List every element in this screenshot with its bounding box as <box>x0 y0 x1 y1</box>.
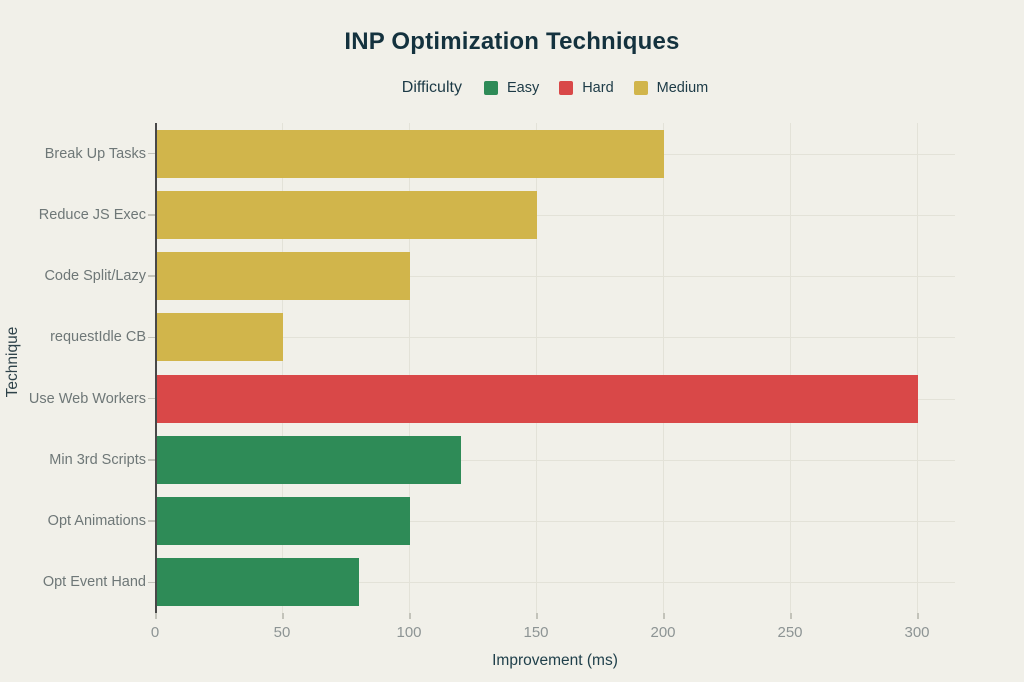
x-gridline <box>282 123 283 613</box>
y-tick-mark <box>148 397 155 400</box>
category-gridline <box>155 214 955 216</box>
category-label: Use Web Workers <box>28 390 146 407</box>
hard-swatch-icon <box>559 81 574 95</box>
category-gridline <box>155 276 955 278</box>
x-tick-label: 300 <box>904 624 930 641</box>
x-gridline <box>409 123 410 613</box>
easy-swatch-icon <box>483 81 498 95</box>
bar-opt-animations <box>156 497 410 546</box>
x-tick-label: 50 <box>273 624 291 641</box>
medium-swatch-icon <box>633 81 648 95</box>
category-label: Opt Event Hand <box>42 574 146 591</box>
y-axis-line <box>155 123 157 613</box>
category-label: Opt Animations <box>47 513 146 530</box>
category-label: Min 3rd Scripts <box>49 451 146 468</box>
legend-label: Hard <box>582 80 614 96</box>
category-gridline <box>155 337 955 339</box>
y-tick-mark <box>148 275 155 277</box>
y-tick-mark <box>148 152 155 155</box>
x-tick-label: 200 <box>650 624 676 641</box>
bar-use-web-workers <box>156 374 918 423</box>
bar-opt-event-hand <box>156 558 360 607</box>
legend-label: Medium <box>656 80 709 96</box>
bar-requestidle-cb <box>156 313 283 362</box>
x-gridline <box>663 123 664 613</box>
category-label: requestIdle CB <box>50 329 146 346</box>
bar-reduce-js-exec <box>156 190 537 239</box>
x-tick-mark <box>155 613 157 619</box>
bar-code-split-lazy <box>156 252 410 301</box>
category-label: Break Up Tasks <box>44 145 146 162</box>
bar-break-up-tasks <box>156 129 664 178</box>
x-tick-mark <box>790 613 792 619</box>
category-label: Reduce JS Exec <box>38 206 146 223</box>
y-tick-mark <box>148 336 155 339</box>
x-tick-label: 100 <box>396 624 422 641</box>
y-tick-mark <box>148 520 155 522</box>
x-gridline <box>790 123 791 613</box>
category-label: Code Split/Lazy <box>44 268 146 285</box>
bar-min-3rd-scripts <box>156 435 461 484</box>
x-tick-mark <box>409 613 411 619</box>
legend-label: Easy <box>506 80 540 96</box>
y-tick-mark <box>148 214 155 216</box>
x-tick-mark <box>282 613 284 619</box>
x-tick-mark <box>536 613 538 619</box>
x-axis-title: Improvement (ms) <box>492 652 618 669</box>
chart-title: INP Optimization Techniques <box>344 28 680 55</box>
x-tick-label: 150 <box>523 624 549 641</box>
category-gridline <box>155 582 955 584</box>
plot-area: 0 50 100 150 200 250 300 <box>151 123 955 641</box>
y-tick-mark <box>148 459 155 461</box>
x-gridline <box>917 123 918 613</box>
category-gridline <box>155 521 955 523</box>
x-tick-label: 0 <box>150 624 160 641</box>
legend-item-hard: Hard <box>559 80 614 96</box>
category-gridline <box>155 459 955 461</box>
legend-title: Difficulty <box>401 79 462 96</box>
x-tick-mark <box>917 613 919 619</box>
x-tick-mark <box>663 613 665 619</box>
x-tick-label: 250 <box>777 624 803 641</box>
y-tick-mark <box>148 581 155 584</box>
x-gridline <box>536 123 537 613</box>
legend-item-medium: Medium <box>633 80 709 96</box>
legend-item-easy: Easy <box>483 80 540 96</box>
legend: Difficulty Easy Hard Medium <box>155 78 955 98</box>
